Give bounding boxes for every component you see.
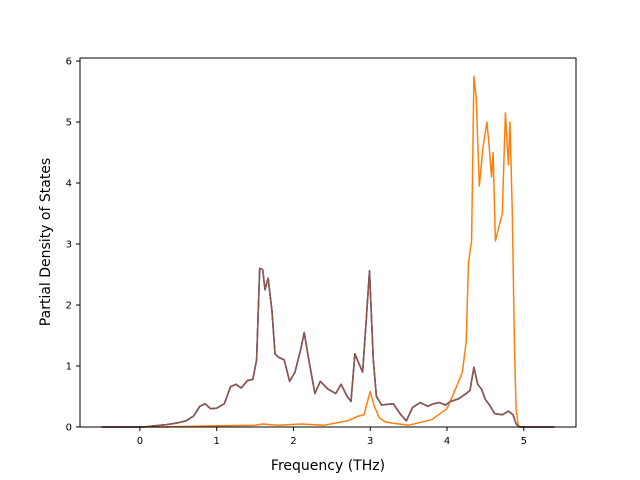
series-line-4 [101,267,555,428]
y-tick-label: 5 [66,118,72,129]
x-tick-label: 0 [137,436,143,447]
x-axis-label: Frequency (THz) [271,458,385,474]
x-axis: 0 1 2 3 4 5 [137,427,527,447]
y-tick-label: 0 [66,423,72,434]
x-tick-label: 4 [444,436,450,447]
x-tick-label: 3 [367,436,373,447]
y-tick-label: 4 [66,179,72,190]
y-tick-label: 1 [66,362,72,373]
y-tick-label: 6 [66,57,72,68]
x-tick-label: 2 [290,436,296,447]
y-axis-label: Partial Density of States [38,158,54,326]
x-tick-label: 1 [213,436,219,447]
y-tick-label: 2 [66,301,72,312]
y-tick-label: 3 [66,240,72,251]
x-tick-label: 5 [521,436,527,447]
y-axis: 0 1 2 3 4 5 6 [66,57,80,434]
series-line-1 [101,75,555,428]
axes-frame [79,57,577,428]
series-layer [101,75,555,428]
